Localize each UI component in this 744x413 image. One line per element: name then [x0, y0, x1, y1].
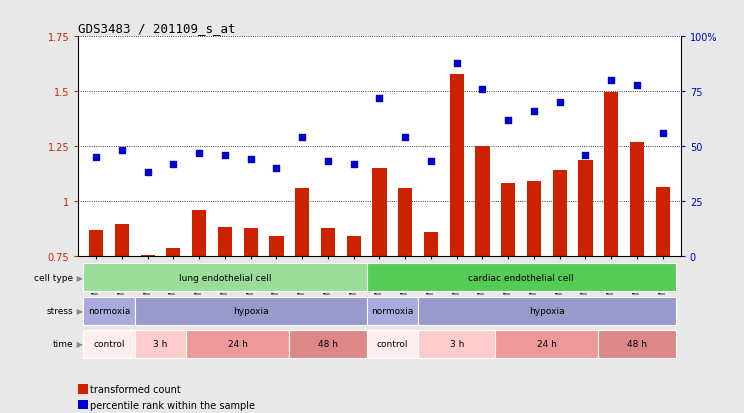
- Point: [116, 148, 128, 154]
- Point: [451, 60, 463, 67]
- Bar: [475, 147, 490, 256]
- Text: normoxia: normoxia: [88, 306, 130, 315]
- Point: [167, 161, 179, 167]
- Text: ▶: ▶: [74, 306, 83, 315]
- Bar: [655, 187, 670, 256]
- Text: time: time: [52, 339, 73, 348]
- Text: percentile rank within the sample: percentile rank within the sample: [90, 400, 255, 410]
- Point: [322, 159, 334, 165]
- Bar: [496, 330, 598, 358]
- Text: control: control: [93, 339, 125, 348]
- Point: [425, 159, 437, 165]
- Bar: [367, 264, 676, 292]
- Point: [296, 135, 308, 141]
- Text: hypoxia: hypoxia: [529, 306, 565, 315]
- Bar: [630, 142, 644, 256]
- Bar: [295, 188, 310, 256]
- Bar: [269, 236, 283, 256]
- Bar: [604, 93, 618, 256]
- Text: 48 h: 48 h: [318, 339, 338, 348]
- Point: [502, 117, 514, 123]
- Text: 3 h: 3 h: [153, 339, 167, 348]
- Bar: [186, 330, 289, 358]
- Text: hypoxia: hypoxia: [233, 306, 269, 315]
- Text: 24 h: 24 h: [228, 339, 248, 348]
- Text: 24 h: 24 h: [537, 339, 557, 348]
- Bar: [347, 236, 361, 256]
- Bar: [398, 188, 412, 256]
- Bar: [135, 297, 367, 325]
- Bar: [367, 297, 418, 325]
- Text: ▶: ▶: [74, 339, 83, 348]
- Bar: [83, 330, 135, 358]
- Bar: [192, 210, 206, 256]
- Text: normoxia: normoxia: [371, 306, 414, 315]
- Point: [476, 86, 488, 93]
- Bar: [449, 74, 464, 256]
- Point: [347, 161, 359, 167]
- Text: cell type: cell type: [33, 273, 73, 282]
- Bar: [243, 229, 257, 256]
- Bar: [167, 248, 181, 256]
- Text: cardiac endothelial cell: cardiac endothelial cell: [468, 273, 574, 282]
- Bar: [553, 171, 567, 256]
- Bar: [598, 330, 676, 358]
- Text: control: control: [376, 339, 408, 348]
- Bar: [141, 255, 155, 256]
- Bar: [367, 330, 418, 358]
- Point: [606, 78, 618, 84]
- Bar: [218, 228, 232, 256]
- Bar: [424, 232, 438, 256]
- Bar: [83, 264, 367, 292]
- Bar: [418, 330, 496, 358]
- Point: [631, 82, 643, 89]
- Text: stress: stress: [46, 306, 73, 315]
- Bar: [289, 330, 367, 358]
- Point: [90, 154, 102, 161]
- Point: [554, 100, 565, 106]
- Bar: [501, 184, 516, 256]
- Bar: [418, 297, 676, 325]
- Point: [271, 165, 283, 172]
- Bar: [115, 224, 129, 256]
- Text: lung endothelial cell: lung endothelial cell: [179, 273, 271, 282]
- Point: [528, 108, 540, 115]
- Point: [373, 95, 385, 102]
- Point: [657, 130, 669, 137]
- Point: [193, 150, 205, 157]
- Bar: [89, 231, 103, 256]
- Bar: [321, 229, 335, 256]
- Point: [400, 135, 411, 141]
- Bar: [527, 182, 541, 256]
- Bar: [83, 297, 135, 325]
- Text: 3 h: 3 h: [449, 339, 464, 348]
- Point: [245, 157, 257, 163]
- Bar: [578, 161, 592, 256]
- Point: [141, 170, 153, 176]
- Text: ▶: ▶: [74, 273, 83, 282]
- Bar: [135, 330, 186, 358]
- Text: transformed count: transformed count: [90, 384, 181, 394]
- Point: [580, 152, 591, 159]
- Bar: [372, 169, 387, 256]
- Text: 48 h: 48 h: [627, 339, 647, 348]
- Point: [219, 152, 231, 159]
- Text: GDS3483 / 201109_s_at: GDS3483 / 201109_s_at: [78, 21, 236, 35]
